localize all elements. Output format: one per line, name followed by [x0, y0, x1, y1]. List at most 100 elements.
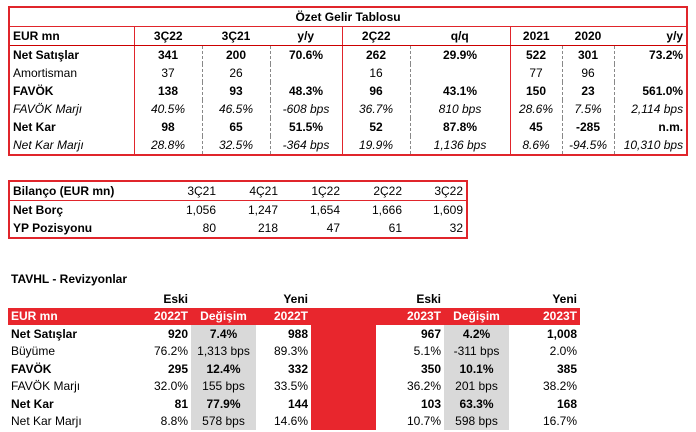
income-row: Net Kar 98 65 51.5% 52 87.8% 45 -285 n.m. — [9, 118, 688, 136]
revisions-cell: 332 — [287, 361, 308, 376]
income-cell: 19.9% — [341, 136, 410, 155]
income-row-label: FAVÖK — [13, 84, 54, 98]
revisions-row: FAVÖK 295 12.4% 332 350 10.1% 385 — [8, 360, 580, 378]
income-header: 2020 — [562, 26, 614, 46]
revisions-header-row: EUR mn 2022T Değişim 2022T 2023T Değişim… — [8, 307, 580, 325]
income-header: y/y — [270, 26, 342, 46]
revisions-header: 2023T — [509, 307, 580, 325]
income-title-row: Özet Gelir Tablosu — [9, 7, 688, 27]
income-cell: 301 — [561, 45, 614, 64]
income-cell: 36.7% — [341, 100, 410, 118]
revisions-row: Net Kar Marjı 8.8% 578 bps 14.6% 10.7% 598 bp… — [8, 412, 580, 430]
income-cell: 73.2% — [613, 45, 688, 64]
income-cell: -364 bps — [269, 136, 342, 155]
balance-cell: 1,666 — [371, 203, 402, 217]
income-header: y/y — [614, 26, 688, 46]
income-cell: 77 — [509, 64, 562, 82]
income-cell: 40.5% — [133, 100, 202, 118]
revisions-header: EUR mn — [8, 307, 133, 325]
income-row: Net Satışlar 341 200 70.6% 262 29.9% 522 301 73.… — [9, 45, 688, 64]
income-cell: 522 — [509, 45, 562, 64]
balance-cell: 1,654 — [309, 203, 340, 217]
revisions-title: TAVHL - Revizyonlar — [11, 272, 128, 286]
revisions-cell: 578 bps — [191, 412, 256, 430]
revisions-cell: 10.7% — [406, 414, 441, 429]
revisions-row: Büyüme 76.2% 1,313 bps 89.3% 5.1% -311 bps 2.0… — [8, 342, 580, 360]
income-row: Net Kar Marjı 28.8% 32.5% -364 bps 19.9% 1,13… — [9, 136, 688, 155]
balance-row: YP Pozisyonu 80 218 47 61 32 — [9, 219, 467, 238]
income-cell: 46.5% — [201, 100, 270, 118]
revisions-cell: 2.0% — [549, 344, 577, 359]
income-cell: 10,310 bps — [613, 136, 688, 155]
income-cell: 48.3% — [269, 82, 342, 100]
income-header: 3Ç21 — [202, 26, 270, 46]
revisions-row-label: Büyüme — [11, 344, 56, 359]
income-title: Özet Gelir Tablosu — [9, 7, 688, 27]
income-cell: 16 — [341, 64, 410, 82]
revisions-row-label: Net Kar Marjı — [11, 414, 82, 429]
revisions-top-header: Yeni — [552, 291, 577, 306]
revisions-cell: 32.0% — [153, 379, 188, 394]
income-cell: 98 — [133, 118, 202, 136]
income-cell: 87.8% — [409, 118, 510, 136]
income-cell: 43.1% — [409, 82, 510, 100]
income-cell: 96 — [341, 82, 410, 100]
revisions-cell: 33.5% — [273, 379, 308, 394]
income-cell: 23 — [561, 82, 614, 100]
revisions-divider — [311, 395, 376, 413]
income-cell: n.m. — [613, 118, 688, 136]
revisions-cell: 967 — [420, 326, 441, 341]
revisions-table: Eski Yeni Eski Yeni EUR mn 2022T Değişim… — [8, 290, 580, 430]
revisions-cell: 1,008 — [546, 326, 577, 341]
revisions-cell: 155 bps — [191, 377, 256, 395]
balance-row-label: Net Borç — [13, 203, 64, 217]
income-cell: 1,136 bps — [409, 136, 510, 155]
revisions-header: Değişim — [191, 307, 256, 325]
income-cell: 138 — [133, 82, 202, 100]
revisions-cell: 81 — [174, 396, 188, 411]
revisions-top-header-row: Eski Yeni Eski Yeni — [8, 290, 580, 308]
balance-cell: 32 — [449, 221, 463, 235]
balance-header: 4Ç21 — [249, 184, 278, 198]
balance-header: 3Ç22 — [434, 184, 463, 198]
income-row: FAVÖK Marjı 40.5% 46.5% -608 bps 36.7% 810 bp… — [9, 100, 688, 118]
revisions-divider — [311, 360, 376, 378]
revisions-header: Değişim — [444, 307, 509, 325]
income-cell: -608 bps — [269, 100, 342, 118]
income-cell: 70.6% — [269, 45, 342, 64]
income-row-label: Net Kar — [13, 120, 56, 134]
revisions-cell: 10.1% — [444, 360, 509, 378]
revisions-cell: 144 — [287, 396, 308, 411]
income-cell — [269, 64, 342, 82]
revisions-cell: -311 bps — [444, 342, 509, 360]
revisions-divider — [311, 377, 376, 395]
revisions-row: Net Satışlar 920 7.4% 988 967 4.2% 1,008 — [8, 325, 580, 343]
income-header-row: EUR mn 3Ç22 3Ç21 y/y 2Ç22 q/q 2021 2020 … — [9, 26, 688, 46]
balance-header: 2Ç22 — [373, 184, 402, 198]
revisions-divider — [311, 325, 376, 343]
revisions-row-label: FAVÖK — [11, 361, 52, 376]
balance-cell: 1,247 — [247, 203, 278, 217]
revisions-row-label: Net Satışlar — [11, 326, 78, 341]
income-cell: 8.6% — [509, 136, 562, 155]
income-row-label: FAVÖK Marjı — [13, 102, 83, 116]
balance-cell: 61 — [388, 221, 402, 235]
income-cell: 262 — [341, 45, 410, 64]
income-header: 3Ç22 — [133, 26, 202, 46]
income-cell: 150 — [509, 82, 562, 100]
revisions-divider — [311, 412, 376, 430]
revisions-cell: 4.2% — [444, 325, 509, 343]
income-cell — [409, 64, 510, 82]
revisions-top-header: Eski — [163, 291, 188, 306]
revisions-cell: 5.1% — [413, 344, 441, 359]
income-cell: 93 — [201, 82, 270, 100]
revisions-top-header: Yeni — [283, 291, 308, 306]
income-row-label: Net Kar Marjı — [13, 138, 84, 152]
revisions-cell: 988 — [287, 326, 308, 341]
income-cell: 28.8% — [133, 136, 202, 155]
revisions-header: 2022T — [133, 307, 191, 325]
revisions-header: 2023T — [376, 307, 444, 325]
balance-header-row: Bilanço (EUR mn) 3Ç21 4Ç21 1Ç22 2Ç22 3Ç2… — [9, 181, 467, 201]
income-cell: -285 — [561, 118, 614, 136]
income-cell: 37 — [133, 64, 202, 82]
